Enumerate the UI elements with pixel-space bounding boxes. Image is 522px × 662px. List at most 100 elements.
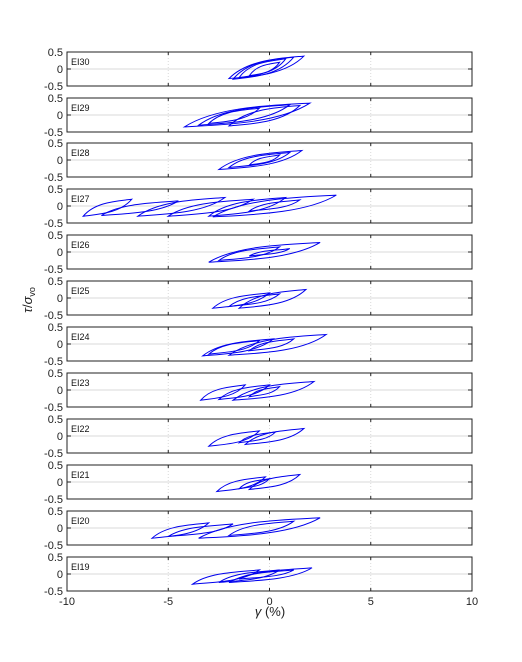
y-tick-label: 0 xyxy=(57,155,63,167)
y-tick-label: 0.5 xyxy=(48,47,63,59)
x-tick-label: 10 xyxy=(466,596,478,608)
y-tick-label: -0.5 xyxy=(44,172,63,184)
y-tick-label: 0 xyxy=(57,569,63,581)
y-tick-label: 0.5 xyxy=(48,414,63,426)
panel-ei23: 0.5 0 -0.5 EI23 xyxy=(44,368,473,414)
panel-ei26: 0.5 0 -0.5 EI26 xyxy=(44,230,473,276)
loop-curve xyxy=(217,384,271,401)
x-tick-label: 0 xyxy=(266,596,272,608)
loop-curve xyxy=(228,567,313,583)
y-tick-label: 0.5 xyxy=(48,552,63,564)
y-tick-label: 0 xyxy=(57,201,63,213)
y-tick-label: -0.5 xyxy=(44,218,63,230)
y-tick-label: 0 xyxy=(57,477,63,489)
loop-curve xyxy=(199,384,247,401)
y-tick-label: 0.5 xyxy=(48,93,63,105)
loop-curve xyxy=(136,196,227,217)
y-tick-label: 0 xyxy=(57,64,63,76)
loop-curve xyxy=(231,380,316,401)
loop-curve xyxy=(247,338,296,352)
y-axis-label: τ/σvo xyxy=(20,287,37,313)
panel-label: EI28 xyxy=(71,148,90,158)
loop-curve xyxy=(167,523,234,537)
loop-curve xyxy=(207,339,261,355)
y-tick-label: 0 xyxy=(57,247,63,259)
panel-label: EI26 xyxy=(71,240,90,250)
y-label-sigma: σ xyxy=(20,295,35,304)
y-tick-label: -0.5 xyxy=(44,310,63,322)
loop-curve xyxy=(247,385,282,398)
y-tick-label: 0.5 xyxy=(48,230,63,242)
y-tick-label: 0 xyxy=(57,339,63,351)
panel-ei21: 0.5 0 -0.5 EI21 xyxy=(44,460,473,506)
loop-curve xyxy=(208,241,321,263)
loop-curve xyxy=(217,149,304,171)
panel-label: EI29 xyxy=(71,103,90,113)
loop-curve xyxy=(207,430,261,447)
loop-curve xyxy=(227,520,296,537)
panel-ei24: 0.5 0 -0.5 EI24 xyxy=(44,322,473,368)
loop-curve xyxy=(217,246,282,262)
x-tick-label: 5 xyxy=(368,596,374,608)
loop-curve xyxy=(212,194,337,218)
loop-curve xyxy=(247,473,302,491)
loop-curve xyxy=(215,476,267,493)
y-tick-label: 0.5 xyxy=(48,322,63,334)
panel-ei20: 0.5 0 -0.5 EI20 xyxy=(44,506,473,552)
panel-label: EI19 xyxy=(71,562,90,572)
x-axis-label: γ (%) xyxy=(255,604,285,619)
y-label-tau: τ xyxy=(20,307,35,313)
y-tick-label: -0.5 xyxy=(44,81,63,93)
y-tick-label: 0.5 xyxy=(48,184,63,196)
panel-ei27: 0.5 0 -0.5 EI27 xyxy=(44,184,473,230)
y-tick-label: 0.5 xyxy=(48,460,63,472)
loop-curve xyxy=(196,104,292,126)
y-tick-label: 0.5 xyxy=(48,506,63,518)
x-tick-label: -5 xyxy=(163,596,173,608)
y-tick-label: -0.5 xyxy=(44,494,63,506)
loop-curve xyxy=(190,569,262,585)
loop-curve xyxy=(166,198,256,217)
panel-label: EI24 xyxy=(71,332,90,342)
loop-curve xyxy=(198,517,321,539)
panel-ei19: 0.5 0 -0.5 EI19 xyxy=(44,552,473,598)
panel-label: EI21 xyxy=(71,470,90,480)
loop-curve xyxy=(243,427,306,446)
y-tick-label: 0.5 xyxy=(48,138,63,150)
y-label-slash: / xyxy=(20,304,35,308)
loop-curve xyxy=(227,333,328,356)
panel-label: EI27 xyxy=(71,194,90,204)
loop-curve xyxy=(231,56,295,80)
y-tick-label: 0.5 xyxy=(48,276,63,288)
y-tick-label: -0.5 xyxy=(44,402,63,414)
y-tick-label: 0 xyxy=(57,293,63,305)
x-label-unit: (%) xyxy=(261,604,285,619)
panel-ei30: 0.5 0 -0.5 EI30 xyxy=(44,47,473,93)
panel-label: EI23 xyxy=(71,378,90,388)
panel-ei22: 0.5 0 -0.5 EI22 xyxy=(44,414,473,460)
y-tick-label: -0.5 xyxy=(44,127,63,139)
loop-curve xyxy=(81,198,134,217)
loop-curve xyxy=(101,200,179,217)
loop-curve xyxy=(227,151,292,169)
loop-curve xyxy=(247,199,302,212)
panel-label: EI20 xyxy=(71,516,90,526)
loop-curve xyxy=(237,288,308,309)
panel-ei29: 0.5 0 -0.5 EI29 xyxy=(44,93,473,139)
y-tick-label: 0 xyxy=(57,110,63,122)
panel-ei25: 0.5 0 -0.5 EI25 xyxy=(44,276,473,322)
panel-ei28: 0.5 0 -0.5 EI28 xyxy=(44,138,473,184)
y-label-sub: vo xyxy=(27,287,37,297)
loop-curve xyxy=(227,55,306,80)
loop-curve xyxy=(248,248,291,257)
loop-curve xyxy=(247,154,282,166)
y-tick-label: -0.5 xyxy=(44,540,63,552)
panel-label: EI22 xyxy=(71,424,90,434)
x-label-symbol: γ xyxy=(255,604,263,619)
y-tick-label: 0.5 xyxy=(48,368,63,380)
loop-curve xyxy=(227,104,302,127)
y-tick-label: -0.5 xyxy=(44,264,63,276)
panel-label: EI30 xyxy=(71,57,90,67)
y-tick-label: 0 xyxy=(57,385,63,397)
